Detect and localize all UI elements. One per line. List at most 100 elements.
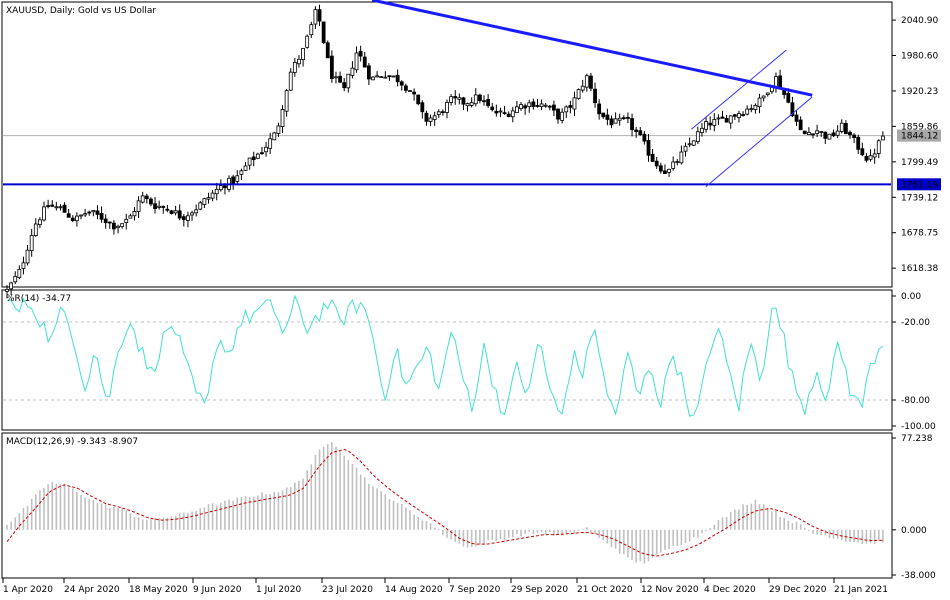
candle xyxy=(161,205,166,214)
candle xyxy=(835,125,840,139)
candle xyxy=(802,130,807,135)
candle xyxy=(515,100,519,114)
candle xyxy=(37,217,42,229)
candle xyxy=(140,191,145,204)
channel-upper-line[interactable] xyxy=(691,49,787,130)
macd-pane-title: MACD(12,26,9) -9.343 -8.907 xyxy=(6,437,138,447)
candle xyxy=(214,182,219,201)
candle xyxy=(774,72,778,93)
wpr-pane-frame xyxy=(1,289,893,431)
candle xyxy=(190,210,194,221)
candle xyxy=(321,21,326,44)
date-tick-label: 9 Jun 2020 xyxy=(193,585,242,595)
candle xyxy=(675,158,680,166)
candle xyxy=(181,214,186,227)
candle xyxy=(667,168,671,177)
downtrend-line[interactable] xyxy=(371,0,813,97)
candle xyxy=(848,130,852,139)
candle xyxy=(255,152,260,160)
candle xyxy=(638,127,643,136)
candle xyxy=(280,105,285,133)
candle xyxy=(144,193,149,204)
candle xyxy=(424,110,429,126)
candle xyxy=(440,109,445,116)
candle xyxy=(461,96,466,111)
date-tick-label: 29 Sep 2020 xyxy=(511,585,568,595)
candle xyxy=(334,71,338,84)
macd-tick-label: 0.000 xyxy=(901,526,927,536)
date-tick-label: 21 Oct 2020 xyxy=(577,585,633,595)
candle xyxy=(375,71,379,78)
wpr-line xyxy=(6,294,884,417)
date-tick-label: 18 May 2020 xyxy=(129,585,188,595)
candle xyxy=(630,113,634,137)
candle xyxy=(580,79,585,93)
candle xyxy=(206,192,211,204)
candle xyxy=(366,62,371,86)
candle xyxy=(358,45,363,62)
candle xyxy=(33,218,38,237)
candle xyxy=(350,61,355,79)
candle xyxy=(880,131,885,141)
candle xyxy=(128,213,133,219)
candle xyxy=(432,111,437,126)
date-tick-label: 12 Nov 2020 xyxy=(641,585,699,595)
date-tick-label: 7 Sep 2020 xyxy=(449,585,501,595)
candle xyxy=(231,174,236,190)
candle xyxy=(157,200,162,210)
candle xyxy=(765,92,770,97)
candle xyxy=(510,106,515,123)
candle xyxy=(457,93,462,105)
pane-frames xyxy=(1,1,893,579)
candle xyxy=(194,204,199,217)
candle xyxy=(412,88,417,101)
candle xyxy=(292,57,297,77)
candle xyxy=(408,90,412,93)
candle xyxy=(165,204,170,213)
support-price-label: 1761.19 xyxy=(901,180,938,190)
candle xyxy=(268,132,273,155)
candle xyxy=(753,103,758,114)
candle xyxy=(272,131,277,141)
candle xyxy=(276,122,281,137)
candle xyxy=(806,127,811,136)
candle xyxy=(235,170,240,185)
candle xyxy=(609,115,614,129)
candle xyxy=(297,55,301,68)
candle xyxy=(679,145,684,165)
candle xyxy=(642,130,647,145)
candle xyxy=(827,133,832,140)
candle xyxy=(560,108,565,124)
candle xyxy=(519,101,523,111)
date-tick-label: 1 Apr 2020 xyxy=(3,585,53,595)
candle xyxy=(716,114,721,125)
candle xyxy=(704,117,708,133)
price-pane-frame xyxy=(1,1,893,288)
candle xyxy=(453,90,458,105)
channel-lower-line[interactable] xyxy=(705,96,813,188)
candle xyxy=(469,97,474,108)
candle xyxy=(860,142,865,157)
candle xyxy=(301,47,305,67)
macd-pane-frame xyxy=(1,432,893,579)
candle xyxy=(654,156,659,169)
candle xyxy=(58,204,63,211)
candle xyxy=(527,99,532,113)
candle xyxy=(13,271,18,285)
candle xyxy=(605,108,610,126)
candle xyxy=(523,103,528,115)
candle xyxy=(872,148,877,164)
candle xyxy=(70,215,75,223)
candle xyxy=(103,214,108,229)
candle xyxy=(856,134,861,154)
candle xyxy=(601,112,606,119)
candle xyxy=(445,99,449,119)
date-tick-label: 23 Jul 2020 xyxy=(322,585,373,595)
candle xyxy=(700,123,704,137)
candle xyxy=(732,113,737,121)
candle xyxy=(313,6,318,29)
candle xyxy=(613,112,618,124)
candle xyxy=(95,205,100,220)
candle xyxy=(506,111,511,118)
candle xyxy=(399,80,404,91)
